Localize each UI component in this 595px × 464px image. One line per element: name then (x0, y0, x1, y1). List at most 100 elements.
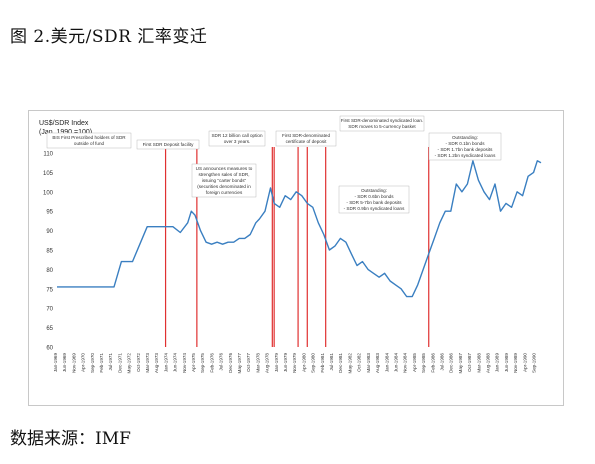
annotation-line: First SDR-denominated (282, 133, 330, 138)
y-tick-label: 100 (43, 190, 54, 196)
x-tick-label: Oct-1972 (136, 353, 141, 372)
annotation-text: Outstanding: - SDR 0.6bn bonds - SDR 5-7bn… (344, 188, 405, 211)
annotation-box (136, 139, 200, 150)
annotation-line: certificate of deposit (286, 139, 328, 144)
x-tick-label: Nov-1984 (403, 353, 408, 373)
annotation-line: US announces measures to (196, 166, 253, 171)
x-tick-label: Jan-1984 (384, 353, 389, 373)
x-tick-label: Apr-1970 (81, 353, 86, 372)
x-tick-label: Jun-1974 (173, 353, 178, 373)
annotation-text: BIS First Prescribed holders of SDR outsi… (52, 135, 126, 146)
annotation-line: First SDR Deposit facility (143, 142, 194, 147)
x-tick-label: May-1982 (347, 353, 352, 374)
x-tick-label: Apr-1980 (301, 353, 306, 372)
x-tick-label: Jul-1971 (108, 353, 113, 371)
annotation-box (46, 132, 132, 149)
x-tick-label: Apr-1975 (191, 353, 196, 372)
x-tick-label: May-1972 (127, 353, 132, 374)
x-tick-label: May-1987 (458, 353, 463, 374)
annotation-text: Outstanding: - SDR 0.1bn bonds - SDR 1.7bn… (435, 135, 496, 158)
x-tick-label: Sep-1975 (200, 353, 205, 373)
x-tick-label: Nov-1979 (292, 353, 297, 373)
annotation-line: - SDR 0.1bn bonds (445, 141, 485, 146)
series-line-group (57, 160, 542, 298)
x-tick-label: Sep-1980 (311, 353, 316, 373)
y-tick-label: 70 (46, 307, 53, 313)
annotation-line: - SDR 0.6bn bonds (354, 194, 394, 199)
annotation-text: First SDR Deposit facility (143, 142, 194, 147)
y-tick-label: 95 (46, 210, 53, 216)
annotation-line: SDR 12 billion call option (211, 133, 263, 138)
x-tick-label: Feb-1971 (99, 353, 104, 373)
x-tick-label: Feb-1986 (430, 353, 435, 373)
x-tick-label: Dec-1986 (449, 353, 454, 373)
x-tick-label: Jun-1984 (393, 353, 398, 373)
series-line (57, 160, 542, 298)
y-tick-label: 85 (46, 249, 53, 255)
annotation-line: - SDR 1.7bn bank deposits (438, 147, 494, 152)
chart-frame: US$/SDR Index (Jan. 1990 =100) 60 65 70 75 8… (28, 110, 564, 406)
x-tick-label: Nov-1974 (182, 353, 187, 373)
y-axis-title: US$/SDR Index (39, 120, 89, 127)
x-tick-label: Aug-1973 (154, 353, 159, 373)
annotation-line: outside of fund (74, 141, 105, 146)
event-annotations: BIS First Prescribed holders of SDR outsi… (46, 115, 502, 214)
x-tick-label: Sep-1985 (421, 353, 426, 373)
x-tick-label: Sep-1970 (90, 353, 95, 373)
x-tick-label: Jul-1976 (219, 353, 224, 371)
x-tick-label: Dec-1981 (338, 353, 343, 373)
annotation-box (338, 185, 410, 214)
x-tick-label: Jun-1989 (504, 353, 509, 373)
y-tick-labels: 60 65 70 75 80 85 90 95 100 105 110 (43, 152, 54, 352)
x-tick-label: Aug-1988 (485, 353, 490, 373)
annotation-line: - SDR 1.2bn syndicated loans (435, 153, 496, 158)
annotation-line: over 3 years. (224, 139, 251, 144)
annotation-text: First SDR-denominated certificate of depo… (282, 133, 330, 144)
y-tick-label: 65 (46, 326, 53, 332)
x-tick-label: Sep-1990 (531, 353, 536, 373)
x-tick-label: Mar-1973 (145, 353, 150, 373)
annotation-box (191, 163, 257, 198)
source-note: 数据来源：IMF (10, 429, 131, 449)
y-tick-label: 60 (46, 346, 53, 352)
x-tick-label: Oct-1982 (357, 353, 362, 372)
annotation-line: - SDR 5-7bn bank deposits (346, 200, 402, 205)
y-tick-label: 110 (43, 152, 53, 158)
x-tick-label: Jul-1981 (329, 353, 334, 371)
annotation-line: Outstanding: (361, 188, 387, 193)
x-tick-label: Mar-1988 (476, 353, 481, 373)
figure-title: 图 2.美元/SDR 汇率变迁 (10, 27, 208, 47)
x-tick-label: Dec-1971 (117, 353, 122, 373)
annotation-line: First SDR-denominated syndicated loan. (341, 118, 423, 123)
annotation-line: - SDR 0.9bn syndicated loans (344, 206, 405, 211)
x-tick-label: Apr-1990 (522, 353, 527, 372)
x-tick-label: Jan-1989 (495, 353, 500, 373)
x-tick-label: Mar-1983 (366, 353, 371, 373)
annotation-box (339, 115, 425, 132)
x-tick-label: Feb-1981 (320, 353, 325, 373)
x-tick-label: Jun-1969 (62, 353, 67, 373)
y-tick-label: 105 (43, 171, 54, 177)
x-tick-label: Aug-1983 (375, 353, 380, 373)
annotation-line: issuing "carter bonds" (202, 178, 247, 183)
annotation-line: SDR moves to 5-currency basket (348, 124, 416, 129)
annotation-box (428, 132, 502, 161)
x-tick-label: Jun-1979 (283, 353, 288, 373)
y-tick-label: 90 (46, 229, 53, 235)
event-markers (164, 147, 430, 347)
x-tick-label: Oct-1987 (467, 353, 472, 372)
x-tick-label: Feb-1976 (209, 353, 214, 373)
x-tick-label: Jan-1979 (274, 353, 279, 373)
annotation-line: Outstanding: (452, 135, 478, 140)
x-tick-label: Nov-1989 (513, 353, 518, 373)
annotation-box (208, 130, 266, 147)
annotation-box (275, 130, 337, 147)
annotation-text: First SDR-denominated syndicated loan. SD… (341, 118, 423, 129)
x-tick-label: Mar-1978 (255, 353, 260, 373)
y-axis-subtitle: (Jan. 1990 =100) (39, 129, 92, 136)
x-tick-label: Aug-1978 (265, 353, 270, 373)
x-tick-label: Apr-1985 (412, 353, 417, 372)
annotation-line: strengthen sales of SDR, (198, 172, 249, 177)
y-tick-label: 80 (46, 268, 53, 274)
x-tick-label: Jan-1974 (163, 353, 168, 373)
